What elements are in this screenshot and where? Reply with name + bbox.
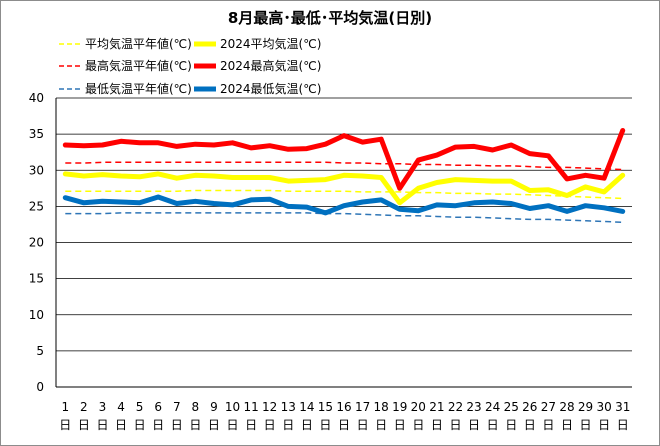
x-tick-label-day: 日 — [524, 418, 536, 432]
x-tick-label: 25 — [504, 400, 519, 414]
x-tick-label-day: 日 — [301, 418, 313, 432]
x-tick-label: 20 — [411, 400, 426, 414]
x-tick-label: 5 — [136, 400, 144, 414]
series-line-2 — [65, 161, 623, 171]
series-line-5 — [62, 194, 626, 216]
x-tick-label: 19 — [392, 400, 407, 414]
x-tick-label-day: 日 — [152, 418, 164, 432]
x-tick-label: 4 — [117, 400, 125, 414]
x-tick-label-day: 日 — [264, 418, 276, 432]
x-tick-label: 22 — [448, 400, 463, 414]
x-tick-label-day: 日 — [394, 418, 406, 432]
x-tick-label: 31 — [615, 400, 630, 414]
x-tick-label: 11 — [243, 400, 258, 414]
x-tick-label: 1 — [61, 400, 69, 414]
x-tick-label-day: 日 — [282, 418, 294, 432]
x-tick-label: 6 — [154, 400, 162, 414]
x-tick-label: 3 — [99, 400, 107, 414]
x-tick-label-day: 日 — [319, 418, 331, 432]
x-tick-label: 28 — [559, 400, 574, 414]
legend-label-0: 平均気温平年値(℃) — [85, 36, 192, 51]
x-tick-label-day: 日 — [487, 418, 499, 432]
series-line-4 — [65, 212, 623, 224]
x-tick-label: 14 — [299, 400, 314, 414]
x-tick-label-day: 日 — [580, 418, 592, 432]
x-tick-label: 7 — [173, 400, 181, 414]
series-line-0 — [65, 189, 623, 200]
x-tick-label-day: 日 — [375, 418, 387, 432]
series-line-3 — [62, 128, 626, 191]
x-tick-label: 24 — [485, 400, 500, 414]
x-tick-label-day: 日 — [338, 418, 350, 432]
x-tick-label: 9 — [210, 400, 218, 414]
legend-label-5: 2024最低気温(℃) — [220, 81, 321, 96]
legend-label-4: 最低気温平年値(℃) — [85, 81, 192, 96]
x-tick-label-day: 日 — [208, 418, 220, 432]
series-line-1 — [62, 171, 626, 206]
x-tick-label-day: 日 — [189, 418, 201, 432]
x-tick-label-day: 日 — [115, 418, 127, 432]
x-tick-label: 21 — [429, 400, 444, 414]
y-tick-label: 0 — [36, 380, 44, 394]
x-tick-label: 16 — [336, 400, 351, 414]
y-tick-label: 15 — [29, 272, 44, 286]
x-tick-label-day: 日 — [59, 418, 71, 432]
y-tick-label: 40 — [29, 91, 44, 105]
x-tick-label-day: 日 — [227, 418, 239, 432]
x-tick-label-day: 日 — [134, 418, 146, 432]
y-tick-label: 10 — [29, 308, 44, 322]
x-tick-label: 10 — [225, 400, 240, 414]
y-tick-label: 5 — [36, 344, 44, 358]
x-tick-label-day: 日 — [78, 418, 90, 432]
x-tick-label-day: 日 — [449, 418, 461, 432]
x-tick-label-day: 日 — [431, 418, 443, 432]
x-tick-label: 17 — [355, 400, 370, 414]
x-tick-label: 13 — [281, 400, 296, 414]
x-tick-label: 18 — [374, 400, 389, 414]
x-tick-label: 8 — [192, 400, 200, 414]
legend-label-1: 2024平均気温(℃) — [220, 36, 321, 51]
x-tick-label-day: 日 — [468, 418, 480, 432]
legend-label-2: 最高気温平年値(℃) — [85, 58, 192, 73]
x-tick-label-day: 日 — [245, 418, 257, 432]
y-tick-label: 25 — [29, 199, 44, 213]
x-tick-label-day: 日 — [171, 418, 183, 432]
y-tick-label: 35 — [29, 127, 44, 141]
x-tick-label-day: 日 — [357, 418, 369, 432]
x-tick-label: 2 — [80, 400, 88, 414]
x-tick-label-day: 日 — [617, 418, 629, 432]
x-tick-label: 12 — [262, 400, 277, 414]
x-tick-label-day: 日 — [561, 418, 573, 432]
x-tick-label-day: 日 — [96, 418, 108, 432]
x-tick-label-day: 日 — [412, 418, 424, 432]
x-tick-label: 26 — [522, 400, 537, 414]
x-tick-label: 15 — [318, 400, 333, 414]
y-tick-label: 30 — [29, 163, 44, 177]
x-tick-label: 23 — [466, 400, 481, 414]
chart-title: 8月最高･最低･平均気温(日別) — [227, 9, 433, 27]
x-tick-label: 29 — [578, 400, 593, 414]
x-tick-label-day: 日 — [542, 418, 554, 432]
x-tick-label-day: 日 — [598, 418, 610, 432]
x-tick-label: 27 — [541, 400, 556, 414]
x-tick-label-day: 日 — [505, 418, 517, 432]
x-tick-label: 30 — [596, 400, 611, 414]
legend-label-3: 2024最高気温(℃) — [220, 58, 321, 73]
y-tick-label: 20 — [29, 236, 44, 250]
